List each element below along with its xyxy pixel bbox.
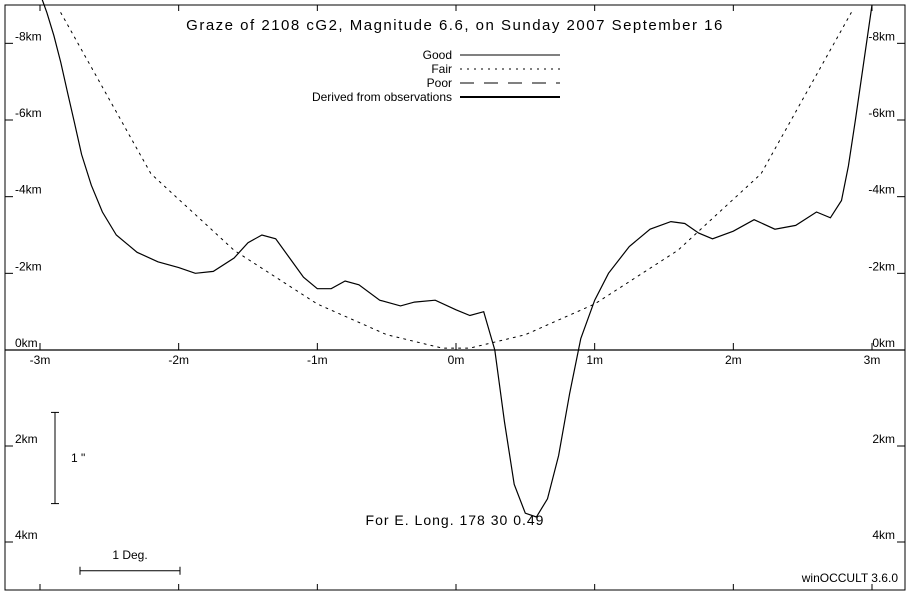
deg-scale-label: 1 Deg. bbox=[112, 548, 147, 562]
y-tick-label-right: -6km bbox=[868, 106, 895, 120]
y-tick-label-left: 0km bbox=[15, 336, 38, 350]
y-tick-label-right: 2km bbox=[872, 432, 895, 446]
arcsec-scale-label: 1 " bbox=[71, 451, 85, 465]
y-tick-label-right: 4km bbox=[872, 528, 895, 542]
x-tick-label: 2m bbox=[725, 353, 742, 367]
y-tick-label-left: -8km bbox=[15, 29, 42, 43]
graze-profile-chart: -8km -8km -6km -6km -4km -4km -2km -2km 0km 0km 2k… bbox=[0, 0, 910, 596]
y-tick-label-right: -4km bbox=[868, 183, 895, 197]
y-tick-label-left: -6km bbox=[15, 106, 42, 120]
x-tick-label: -3m bbox=[30, 353, 51, 367]
good-curve bbox=[40, 0, 872, 517]
x-tick-label: -2m bbox=[168, 353, 189, 367]
legend-label: Poor bbox=[427, 76, 452, 90]
y-tick-label-right: -2km bbox=[868, 259, 895, 273]
x-tick-label: 1m bbox=[586, 353, 603, 367]
y-tick-label-left: -2km bbox=[15, 259, 42, 273]
plot-frame bbox=[5, 5, 905, 590]
y-tick-label-right: -8km bbox=[868, 29, 895, 43]
fair-curve bbox=[61, 13, 851, 348]
chart-title: Graze of 2108 cG2, Magnitude 6.6, on Sun… bbox=[186, 17, 724, 34]
legend-label: Good bbox=[423, 48, 452, 62]
plot-svg: -8km -8km -6km -6km -4km -4km -2km -2km 0km 0km 2k… bbox=[0, 0, 910, 596]
y-tick-label-left: 2km bbox=[15, 432, 38, 446]
x-tick-label: 0m bbox=[448, 353, 465, 367]
x-tick-label: -1m bbox=[307, 353, 328, 367]
chart-subtitle: For E. Long. 178 30 0.49 bbox=[366, 512, 545, 528]
y-tick-label-left: -4km bbox=[15, 183, 42, 197]
x-tick-label: 3m bbox=[864, 353, 881, 367]
y-tick-label-right: 0km bbox=[872, 336, 895, 350]
y-tick-label-left: 4km bbox=[15, 528, 38, 542]
legend-label: Fair bbox=[431, 62, 452, 76]
software-credit: winOCCULT 3.6.0 bbox=[801, 571, 899, 585]
legend-label: Derived from observations bbox=[312, 90, 452, 104]
